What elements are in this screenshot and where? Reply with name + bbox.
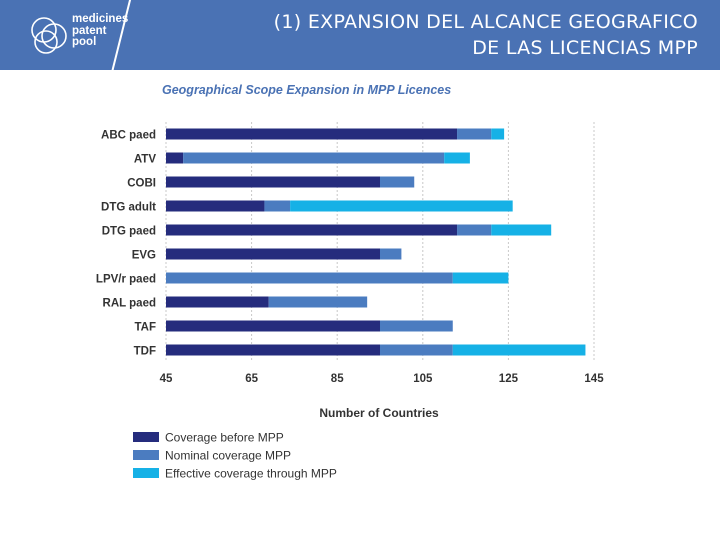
bar-segment xyxy=(166,224,458,236)
x-tick-label: 105 xyxy=(413,373,433,385)
bar-segment xyxy=(166,272,453,284)
bar-segment xyxy=(166,320,380,332)
bar-segment xyxy=(166,344,380,356)
x-tick-label: 125 xyxy=(499,373,519,385)
legend: Coverage before MPP Nominal coverage MPP E… xyxy=(133,431,337,481)
bar-segment xyxy=(166,296,269,308)
bar-segment xyxy=(166,248,380,260)
bar-segment xyxy=(380,320,453,332)
x-tick-label: 85 xyxy=(331,373,344,385)
bar-segment xyxy=(166,128,458,140)
logo-text: medicines patent pool xyxy=(72,13,129,49)
bar-segment xyxy=(183,152,445,164)
category-label: RAL paed xyxy=(103,298,156,310)
legend-label: Nominal coverage MPP xyxy=(165,449,291,463)
logo-line: pool xyxy=(72,36,97,48)
bar-segment xyxy=(452,344,586,356)
category-label: DTG adult xyxy=(101,202,156,214)
x-axis-label: Number of Countries xyxy=(319,406,439,420)
category-label: TAF xyxy=(134,322,156,334)
legend-swatch xyxy=(133,450,159,460)
category-label: ABC paed xyxy=(101,130,156,142)
bar-segment xyxy=(380,176,415,188)
category-label: COBI xyxy=(127,178,156,190)
page-title-line: (1) EXPANSION DEL ALCANCE GEOGRAFICO xyxy=(273,11,698,33)
x-tick-labels: 45 65 85 105 125 145 xyxy=(160,373,605,385)
bars xyxy=(166,128,586,356)
bar-segment xyxy=(166,176,380,188)
bar-chart: Geographical Scope Expansion in MPP Lice… xyxy=(96,83,605,481)
x-tick-label: 145 xyxy=(584,373,604,385)
bar-segment xyxy=(444,152,470,164)
category-label: DTG paed xyxy=(102,226,156,238)
logo-line: patent xyxy=(72,24,107,37)
bar-segment xyxy=(491,224,552,236)
bar-segment xyxy=(290,200,513,212)
x-tick-label: 65 xyxy=(245,373,258,385)
bar-segment xyxy=(491,128,505,140)
bar-segment xyxy=(457,128,492,140)
category-label: EVG xyxy=(132,250,156,262)
legend-label: Effective coverage through MPP xyxy=(165,467,337,481)
bar-segment xyxy=(380,344,453,356)
legend-swatch xyxy=(133,432,159,442)
category-label: ATV xyxy=(134,154,156,166)
bar-segment xyxy=(268,296,368,308)
chart-title: Geographical Scope Expansion in MPP Lice… xyxy=(162,83,451,97)
x-tick-label: 45 xyxy=(160,373,173,385)
bar-segment xyxy=(166,152,184,164)
bar-segment xyxy=(452,272,509,284)
legend-swatch xyxy=(133,468,159,478)
medicines-patent-pool-logo xyxy=(31,17,67,54)
page-title: (1) EXPANSION DEL ALCANCE GEOGRAFICO DE … xyxy=(178,9,698,61)
header-bar: medicines patent pool (1) EXPANSION DEL … xyxy=(0,0,720,70)
category-label: LPV/r paed xyxy=(96,274,156,286)
page-title-line: DE LAS LICENCIAS MPP xyxy=(472,37,698,59)
bar-segment xyxy=(380,248,402,260)
bar-segment xyxy=(457,224,492,236)
category-labels: ABC paed ATV COBI DTG adult DTG paed EVG LPV/r… xyxy=(96,130,156,358)
logo-line: medicines xyxy=(72,13,129,25)
bar-segment xyxy=(264,200,291,212)
logo-rings-icon xyxy=(31,17,67,54)
bar-segment xyxy=(166,200,265,212)
legend-label: Coverage before MPP xyxy=(165,431,284,445)
category-label: TDF xyxy=(134,346,156,358)
